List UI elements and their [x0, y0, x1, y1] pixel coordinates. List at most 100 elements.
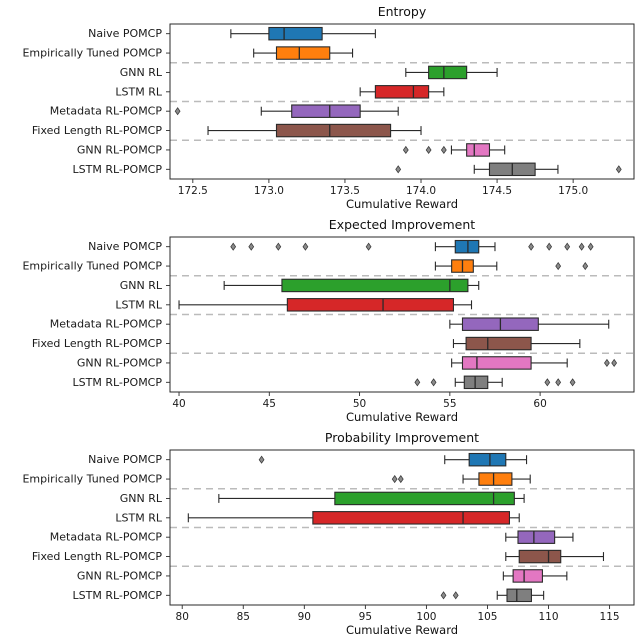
- x-tick-label: 174.5: [482, 185, 512, 197]
- outlier-diamond: [615, 165, 622, 174]
- x-tick-label: 173.0: [254, 185, 284, 197]
- x-tick-label: 55: [443, 398, 456, 410]
- outlier-diamond: [587, 242, 594, 251]
- outlier-diamond: [546, 242, 553, 251]
- x-tick-label: 50: [353, 398, 366, 410]
- box: [461, 356, 532, 370]
- x-axis-label-entropy: Cumulative Reward: [345, 197, 459, 211]
- category-label: LSTM RL-POMCP: [73, 589, 163, 602]
- category-label: GNN RL: [120, 66, 163, 79]
- outlier-diamond: [174, 107, 181, 116]
- subplot-probability-improvement: Probability Improvement 80 85 90 95 100 105 11…: [0, 429, 640, 642]
- box: [312, 511, 511, 525]
- category-label: LSTM RL: [115, 511, 162, 524]
- chart-title-probability-improvement: Probability Improvement: [324, 430, 480, 445]
- outlier-diamond: [425, 145, 432, 155]
- x-tick-label: 90: [298, 611, 311, 623]
- category-label: GNN RL-POMCP: [77, 356, 162, 369]
- category-label: Metadata RL-POMCP: [50, 105, 163, 118]
- box: [478, 472, 513, 486]
- outlier-diamond: [555, 261, 562, 271]
- category-label: Naive POMCP: [88, 453, 162, 466]
- boxplot-canvas-entropy: 172.5 173.0 173.5 174.0 174.5 175.0 Naive POMC…: [22, 23, 635, 197]
- box: [286, 298, 455, 312]
- box: [334, 491, 515, 506]
- category-label: Empirically Tuned POMCP: [22, 47, 162, 60]
- box: [268, 26, 323, 41]
- category-label: LSTM RL: [115, 298, 162, 311]
- boxplot-figure: Entropy 172.5 173.0 173.5 174.0 174.5 175.0 Na…: [0, 3, 640, 642]
- box: [374, 85, 430, 99]
- x-tick-label: 45: [263, 398, 276, 410]
- category-label: Fixed Length RL-POMCP: [32, 124, 162, 137]
- box: [468, 452, 507, 467]
- outlier-diamond: [440, 591, 447, 600]
- x-tick-label: 175.0: [558, 185, 588, 197]
- boxplot-canvas-expected-improvement: 40 45 50 55 60 Naive POMCP Empirically Tuned P…: [22, 236, 635, 410]
- axes-frame: [169, 23, 635, 180]
- outlier-diamond: [611, 358, 618, 368]
- box: [275, 46, 331, 60]
- category-label: Empirically Tuned POMCP: [22, 473, 162, 486]
- category-label: Fixed Length RL-POMCP: [32, 550, 162, 563]
- x-tick-label: 60: [533, 398, 546, 410]
- outlier-diamond: [402, 145, 409, 155]
- outlier-diamond: [302, 242, 309, 251]
- subplot-expected-improvement: Expected Improvement 40 45 50 55 60 Naive POM…: [0, 216, 640, 429]
- outlier-diamond: [452, 591, 459, 600]
- chart-title-entropy: Entropy: [377, 4, 427, 19]
- x-tick-label: 95: [359, 611, 372, 623]
- x-axis-label-expected-improvement: Cumulative Reward: [345, 410, 459, 424]
- x-tick-label: 40: [172, 398, 185, 410]
- outlier-diamond: [230, 242, 237, 251]
- category-label: GNN RL-POMCP: [77, 569, 162, 582]
- x-tick-label: 172.5: [178, 185, 208, 197]
- category-label: Naive POMCP: [88, 27, 162, 40]
- outlier-diamond: [440, 145, 447, 155]
- outlier-diamond: [258, 455, 265, 464]
- box: [518, 549, 562, 564]
- box: [454, 239, 480, 254]
- x-tick-label: 174.0: [406, 185, 436, 197]
- box: [463, 375, 489, 390]
- outlier-diamond: [395, 165, 402, 174]
- category-label: Fixed Length RL-POMCP: [32, 337, 162, 350]
- x-tick-label: 105: [477, 611, 497, 623]
- outlier-diamond: [569, 378, 576, 387]
- outlier-diamond: [578, 242, 585, 251]
- category-label: Naive POMCP: [88, 240, 162, 253]
- category-label: GNN RL-POMCP: [77, 143, 162, 156]
- category-label: Metadata RL-POMCP: [50, 531, 163, 544]
- x-tick-label: 173.5: [330, 185, 360, 197]
- box: [275, 123, 392, 138]
- x-tick-label: 110: [539, 611, 559, 623]
- axes-frame: [169, 449, 635, 606]
- chart-title-expected-improvement: Expected Improvement: [328, 217, 476, 232]
- category-label: LSTM RL-POMCP: [73, 376, 163, 389]
- outlier-diamond: [275, 242, 282, 251]
- axes-frame: [169, 236, 635, 393]
- x-tick-label: 85: [237, 611, 250, 623]
- outlier-diamond: [430, 378, 437, 387]
- category-label: Empirically Tuned POMCP: [22, 260, 162, 273]
- outlier-diamond: [365, 242, 372, 251]
- category-label: GNN RL: [120, 492, 163, 505]
- outlier-diamond: [582, 261, 589, 271]
- subplot-entropy: Entropy 172.5 173.0 173.5 174.0 174.5 175.0 Na…: [0, 3, 640, 216]
- outlier-diamond: [544, 378, 551, 387]
- category-label: LSTM RL: [115, 85, 162, 98]
- x-tick-label: 115: [600, 611, 620, 623]
- box: [466, 143, 491, 157]
- outlier-diamond: [555, 378, 562, 387]
- outlier-diamond: [528, 242, 534, 251]
- category-label: Metadata RL-POMCP: [50, 318, 163, 331]
- outlier-diamond: [414, 378, 421, 387]
- box: [291, 104, 361, 118]
- box: [281, 278, 469, 293]
- box: [517, 530, 556, 544]
- boxplot-canvas-probability-improvement: 80 85 90 95 100 105 110 115 Naive POMCP Empirical…: [22, 449, 635, 623]
- category-label: GNN RL: [120, 279, 163, 292]
- box: [465, 336, 532, 351]
- box: [512, 569, 543, 583]
- category-label: LSTM RL-POMCP: [73, 163, 163, 176]
